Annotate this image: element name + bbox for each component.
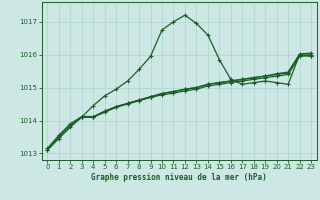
X-axis label: Graphe pression niveau de la mer (hPa): Graphe pression niveau de la mer (hPa) (91, 173, 267, 182)
